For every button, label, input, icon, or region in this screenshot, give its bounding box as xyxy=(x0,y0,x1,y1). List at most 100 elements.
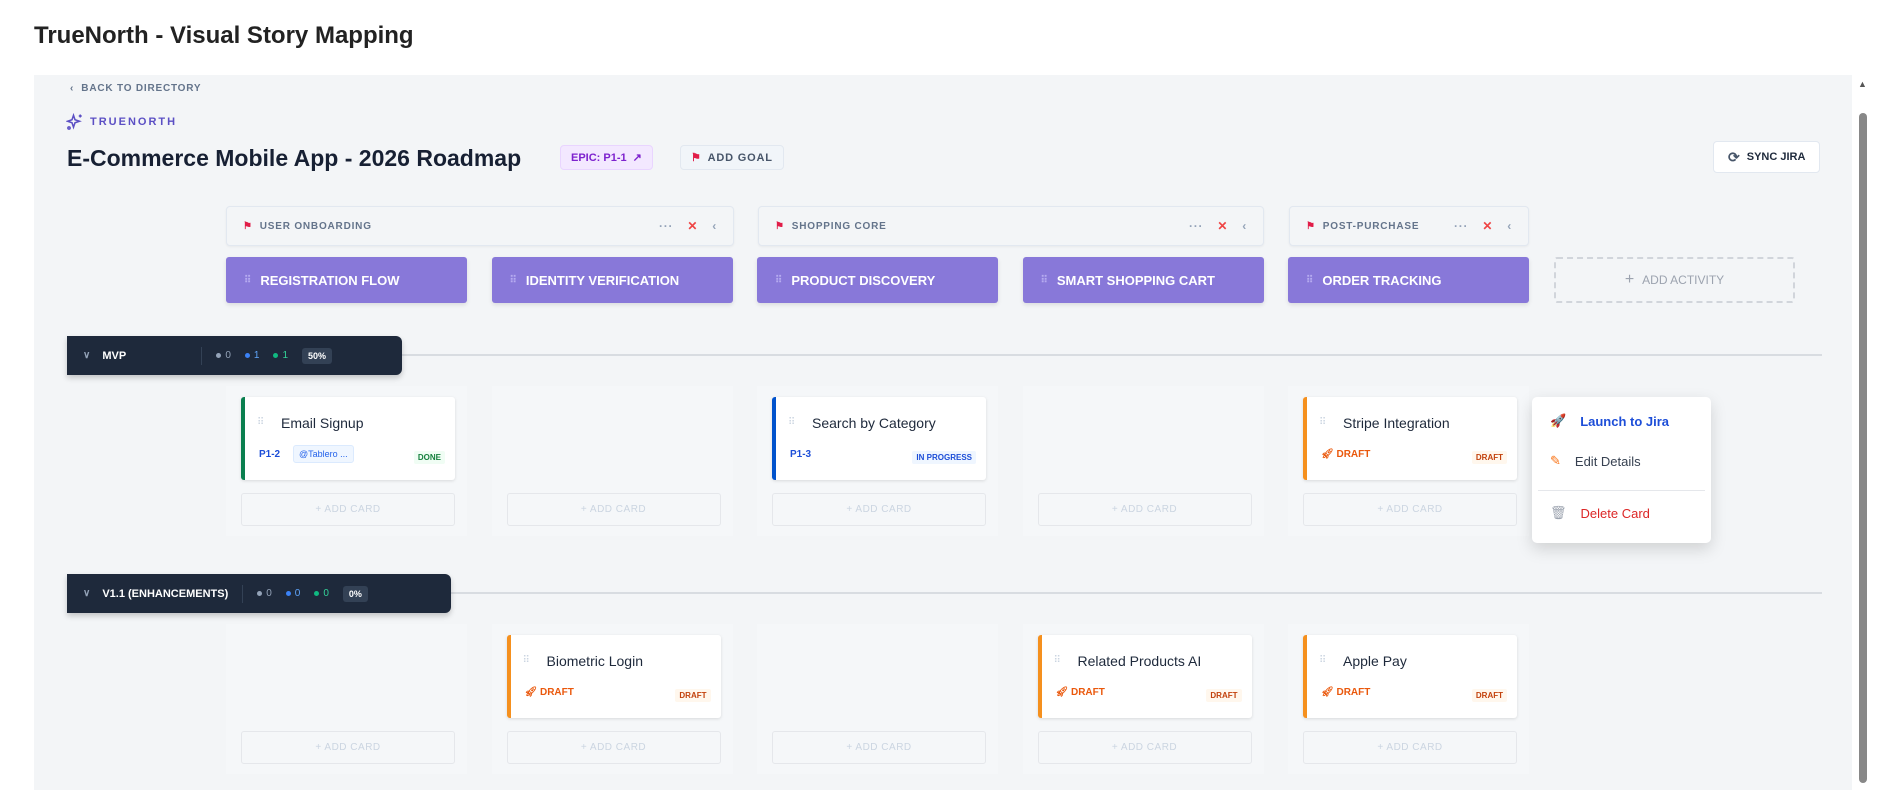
progress-badge: 0% xyxy=(342,585,368,602)
drag-handle-icon[interactable]: ⠿ xyxy=(257,417,265,428)
scrollbar[interactable]: ▲ xyxy=(1856,75,1870,790)
rocket-icon: 🚀︎ xyxy=(1321,687,1337,698)
flag-icon: ⚑ xyxy=(775,220,785,232)
drag-handle-icon[interactable]: ⠿ xyxy=(1053,655,1061,666)
add-card-button[interactable]: + ADD CARD xyxy=(1037,731,1252,764)
add-card-button[interactable]: + ADD CARD xyxy=(1303,731,1517,764)
release-divider xyxy=(402,354,1822,356)
external-link-icon: ↗ xyxy=(632,152,642,164)
issue-key[interactable]: P1-3 xyxy=(790,449,812,460)
app-title: TrueNorth - Visual Story Mapping xyxy=(34,22,414,49)
status-badge: DRAFT xyxy=(675,689,711,702)
back-to-directory-link[interactable]: ‹ BACK TO DIRECTORY xyxy=(70,83,202,94)
epic-badge[interactable]: EPIC: P1-1 ↗ xyxy=(560,145,653,170)
issue-key[interactable]: P1-2 xyxy=(259,449,281,460)
activity-card[interactable]: ⠿ IDENTITY VERIFICATION xyxy=(491,257,733,303)
drag-handle-icon[interactable]: ⠿ xyxy=(1040,274,1048,286)
progress-badge: 50% xyxy=(302,347,333,364)
story-card[interactable]: ⠿ Biometric Login 🚀︎ DRAFT DRAFT xyxy=(506,635,721,718)
scroll-up-icon[interactable]: ▲ xyxy=(1858,79,1867,89)
chevron-down-icon[interactable]: ∨ xyxy=(83,588,91,599)
activity-card[interactable]: ⠿ PRODUCT DISCOVERY xyxy=(757,257,998,303)
more-icon[interactable]: ··· xyxy=(658,219,674,233)
add-card-button[interactable]: + ADD CARD xyxy=(1303,493,1517,526)
more-icon[interactable]: ··· xyxy=(1188,219,1204,233)
goal-header[interactable]: ⚑ SHOPPING CORE ··· ✕ ‹ xyxy=(758,206,1264,246)
scrollbar-thumb[interactable] xyxy=(1859,113,1867,783)
in-progress-count: 1 xyxy=(244,350,259,361)
release-column xyxy=(1022,386,1264,536)
drag-handle-icon[interactable]: ⠿ xyxy=(1319,655,1327,666)
activity-card[interactable]: ⠿ ORDER TRACKING xyxy=(1288,257,1529,303)
story-card[interactable]: ⠿ Email Signup P1-2 @Tablero ... DONE xyxy=(241,397,455,480)
release-column xyxy=(491,386,733,536)
delete-card-item[interactable]: 🗑 Delete Card xyxy=(1550,505,1650,521)
launch-to-jira-item[interactable]: 🚀 Launch to Jira xyxy=(1550,413,1670,429)
goal-header[interactable]: ⚑ POST-PURCHASE ··· ✕ ‹ xyxy=(1289,206,1529,246)
rocket-icon: 🚀︎ xyxy=(1321,449,1337,460)
release-divider xyxy=(451,592,1822,594)
pencil-icon: ✎ xyxy=(1550,453,1561,468)
drag-handle-icon[interactable]: ⠿ xyxy=(522,655,530,666)
release-column xyxy=(226,624,467,774)
collapse-icon[interactable]: ‹ xyxy=(1242,219,1247,233)
refresh-icon: ⟳ xyxy=(1728,148,1740,165)
edit-details-item[interactable]: ✎ Edit Details xyxy=(1550,453,1641,469)
drag-handle-icon[interactable]: ⠿ xyxy=(509,274,517,286)
close-icon[interactable]: ✕ xyxy=(1217,219,1229,233)
goal-header[interactable]: ⚑ USER ONBOARDING ··· ✕ ‹ xyxy=(226,206,734,246)
add-card-button[interactable]: + ADD CARD xyxy=(772,731,986,764)
add-card-button[interactable]: + ADD CARD xyxy=(241,731,455,764)
sync-jira-button[interactable]: ⟳ SYNC JIRA xyxy=(1713,141,1821,173)
drag-handle-icon[interactable]: ⠿ xyxy=(1306,274,1313,286)
sparkles-icon xyxy=(66,113,82,130)
drag-handle-icon[interactable]: ⠿ xyxy=(1319,417,1327,428)
status-badge: DRAFT xyxy=(1206,689,1242,702)
page-title: E-Commerce Mobile App - 2026 Roadmap xyxy=(67,145,522,171)
close-icon[interactable]: ✕ xyxy=(1482,219,1494,233)
chevron-down-icon[interactable]: ∨ xyxy=(83,350,91,361)
status-badge: DONE xyxy=(413,451,445,464)
add-card-button[interactable]: + ADD CARD xyxy=(506,493,721,526)
drag-handle-icon[interactable]: ⠿ xyxy=(788,417,796,428)
story-card[interactable]: ⠿ Search by Category P1-3 IN PROGRESS xyxy=(772,397,986,480)
flag-icon: ⚑ xyxy=(691,152,702,164)
add-card-button[interactable]: + ADD CARD xyxy=(772,493,986,526)
story-card[interactable]: ⠿ Apple Pay 🚀︎ DRAFT DRAFT xyxy=(1303,635,1517,718)
draft-label: 🚀︎ DRAFT xyxy=(1055,687,1105,698)
story-card[interactable]: ⠿ Stripe Integration 🚀︎ DRAFT DRAFT xyxy=(1303,397,1517,480)
add-goal-button[interactable]: ⚑ ADD GOAL xyxy=(680,145,784,170)
drag-handle-icon[interactable]: ⠿ xyxy=(244,274,251,286)
add-card-button[interactable]: + ADD CARD xyxy=(506,731,721,764)
flag-icon: ⚑ xyxy=(1306,220,1316,232)
activity-card[interactable]: ⠿ SMART SHOPPING CART xyxy=(1022,257,1264,303)
brand-logo: TRUENORTH xyxy=(66,113,177,131)
rocket-icon: 🚀︎ xyxy=(524,687,540,698)
in-progress-count: 0 xyxy=(285,588,300,599)
menu-divider xyxy=(1538,490,1705,491)
close-icon[interactable]: ✕ xyxy=(687,219,699,233)
flag-icon: ⚑ xyxy=(243,220,253,232)
draft-label: 🚀︎ DRAFT xyxy=(1321,449,1371,460)
collapse-icon[interactable]: ‹ xyxy=(712,219,717,233)
done-count: 0 xyxy=(314,588,329,599)
drag-handle-icon[interactable]: ⠿ xyxy=(775,274,782,286)
add-card-button[interactable]: + ADD CARD xyxy=(241,493,455,526)
rocket-icon: 🚀 xyxy=(1550,413,1567,428)
release-column xyxy=(757,624,998,774)
release-header[interactable]: ∨ V1.1 (ENHANCEMENTS) 0 0 0 0% xyxy=(67,574,451,613)
rocket-icon: 🚀︎ xyxy=(1055,687,1071,698)
release-header[interactable]: ∨ MVP 0 1 1 50% xyxy=(67,336,402,375)
status-badge: DRAFT xyxy=(1471,689,1507,702)
add-card-button[interactable]: + ADD CARD xyxy=(1037,493,1252,526)
todo-count: 0 xyxy=(216,350,231,361)
collapse-icon[interactable]: ‹ xyxy=(1507,219,1512,233)
add-activity-button[interactable]: + ADD ACTIVITY xyxy=(1554,257,1795,303)
story-card[interactable]: ⠿ Related Products AI 🚀︎ DRAFT DRAFT xyxy=(1037,635,1252,718)
more-icon[interactable]: ··· xyxy=(1453,219,1469,233)
activity-card[interactable]: ⠿ REGISTRATION FLOW xyxy=(226,257,467,303)
done-count: 1 xyxy=(273,350,288,361)
todo-count: 0 xyxy=(257,588,272,599)
trash-icon: 🗑 xyxy=(1550,505,1567,520)
assignee-tag: @Tablero ... xyxy=(293,445,354,463)
